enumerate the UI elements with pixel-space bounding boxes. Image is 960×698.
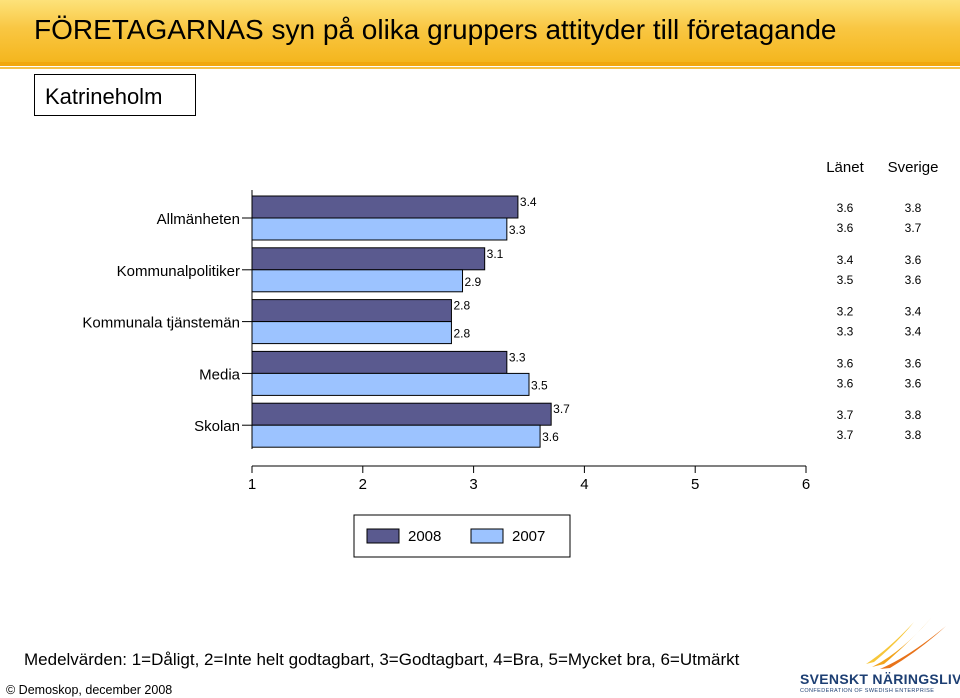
comparison-value: 3.3: [837, 325, 854, 339]
title-stripe-thin: [0, 67, 960, 69]
x-tick-label: 2: [359, 476, 367, 493]
data-label-2008: 3.3: [509, 350, 526, 364]
comparison-header: Sverige: [888, 159, 939, 176]
data-label-2008: 2.8: [453, 299, 470, 313]
title-band: [0, 0, 960, 62]
comparison-value: 3.7: [837, 428, 854, 442]
comparison-value: 3.7: [905, 221, 922, 235]
comparison-value: 3.8: [905, 201, 922, 215]
bar-2007: [251, 424, 541, 448]
comparison-value: 3.6: [905, 356, 922, 370]
data-label-2007: 2.9: [465, 275, 482, 289]
data-label-2008: 3.4: [520, 195, 537, 209]
logo-tagline: CONFEDERATION OF SWEDISH ENTERPRISE: [800, 688, 935, 694]
bar-2008: [251, 350, 508, 374]
bar-2007: [251, 321, 452, 345]
comparison-value: 3.4: [905, 305, 922, 319]
x-tick-label: 1: [248, 476, 256, 493]
bar-2007: [251, 217, 508, 241]
bar-2008: [251, 299, 452, 323]
data-label-2007: 3.3: [509, 223, 526, 237]
comparison-value: 3.6: [837, 376, 854, 390]
bar-2008: [251, 195, 519, 219]
comparison-header: Länet: [826, 159, 864, 176]
x-tick-label: 5: [691, 476, 699, 493]
comparison-value: 3.6: [905, 273, 922, 287]
category-label: Allmänheten: [157, 211, 240, 228]
category-label: Kommunala tjänstemän: [82, 315, 240, 332]
title-stripe: [0, 62, 960, 66]
logo-flame-icon: [866, 617, 946, 669]
bar-2007: [251, 372, 530, 396]
comparison-value: 3.6: [837, 201, 854, 215]
x-tick-label: 4: [580, 476, 588, 493]
category-label: Skolan: [194, 418, 240, 435]
region-label: Katrineholm: [45, 84, 163, 109]
bar-2007: [251, 269, 464, 293]
legend-swatch-2008: [366, 528, 400, 544]
bar-2008: [251, 402, 552, 426]
scale-note: Medelvärden: 1=Dåligt, 2=Inte helt godta…: [24, 650, 740, 669]
data-label-2007: 3.5: [531, 378, 548, 392]
category-label: Kommunalpolitiker: [117, 263, 240, 280]
comparison-value: 3.6: [905, 376, 922, 390]
legend-swatch-2007: [470, 528, 504, 544]
comparison-value: 3.8: [905, 428, 922, 442]
comparison-value: 3.4: [837, 253, 854, 267]
bar-2008: [251, 247, 486, 271]
data-label-2007: 2.8: [453, 327, 470, 341]
comparison-value: 3.7: [837, 408, 854, 422]
category-label: Media: [199, 366, 241, 383]
comparison-value: 3.6: [837, 221, 854, 235]
region-box: Katrineholm: [34, 74, 196, 116]
comparison-value: 3.6: [905, 253, 922, 267]
comparison-value: 3.6: [837, 356, 854, 370]
legend-label-2008: 2008: [408, 528, 441, 545]
page-title: FÖRETAGARNAS syn på olika gruppers attit…: [34, 14, 837, 45]
comparison-value: 3.5: [837, 273, 854, 287]
comparison-value: 3.4: [905, 325, 922, 339]
x-tick-label: 6: [802, 476, 810, 493]
bar-chart: Allmänheten 3.4 3.3 3.6 3.6 3.8 3.7 Kommunalpol…: [82, 159, 939, 558]
comparison-value: 3.8: [905, 408, 922, 422]
logo-name: SVENSKT NÄRINGSLIV: [800, 671, 960, 687]
x-tick-label: 3: [469, 476, 477, 493]
data-label-2008: 3.7: [553, 402, 570, 416]
data-label-2008: 3.1: [487, 247, 504, 261]
data-label-2007: 3.6: [542, 430, 559, 444]
comparison-value: 3.2: [837, 305, 854, 319]
legend-label-2007: 2007: [512, 528, 545, 545]
credit-text: © Demoskop, december 2008: [6, 683, 173, 697]
